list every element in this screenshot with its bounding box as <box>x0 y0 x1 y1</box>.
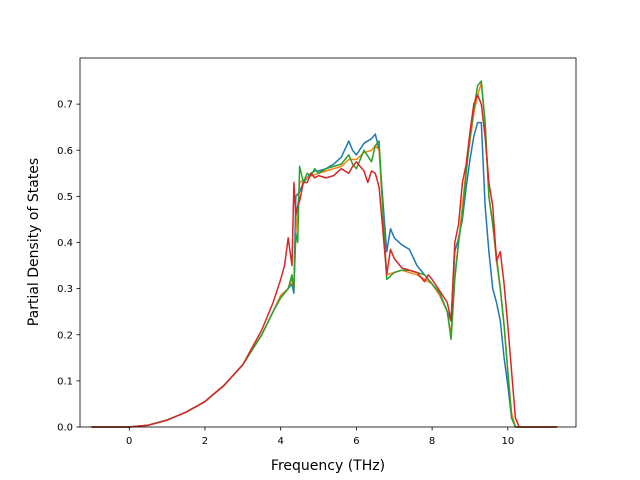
y-axis-ticks: 0.0 0.1 0.2 0.3 0.4 0.5 0.6 0.7 <box>57 100 80 434</box>
y-tick-label: 0.5 <box>57 192 73 203</box>
y-tick-label: 0.0 <box>57 423 73 434</box>
x-tick-label: 6 <box>353 436 359 447</box>
y-tick-label: 0.7 <box>57 100 73 111</box>
series-line-4 <box>91 94 558 428</box>
x-tick-label: 2 <box>202 436 208 447</box>
y-tick-label: 0.6 <box>57 146 73 157</box>
y-axis-label: Partial Density of States <box>26 158 42 326</box>
x-tick-label: 0 <box>126 436 132 447</box>
x-tick-label: 10 <box>501 436 514 447</box>
x-tick-label: 4 <box>277 436 283 447</box>
x-tick-label: 8 <box>429 436 435 447</box>
x-axis-ticks: 0 2 4 6 8 10 <box>126 427 514 447</box>
y-tick-label: 0.2 <box>57 330 73 341</box>
series-line-3 <box>91 80 558 428</box>
series-layer <box>91 80 558 428</box>
x-axis-label: Frequency (THz) <box>271 458 385 474</box>
y-tick-label: 0.4 <box>57 238 73 249</box>
y-tick-label: 0.1 <box>57 376 73 387</box>
y-tick-label: 0.3 <box>57 284 73 295</box>
